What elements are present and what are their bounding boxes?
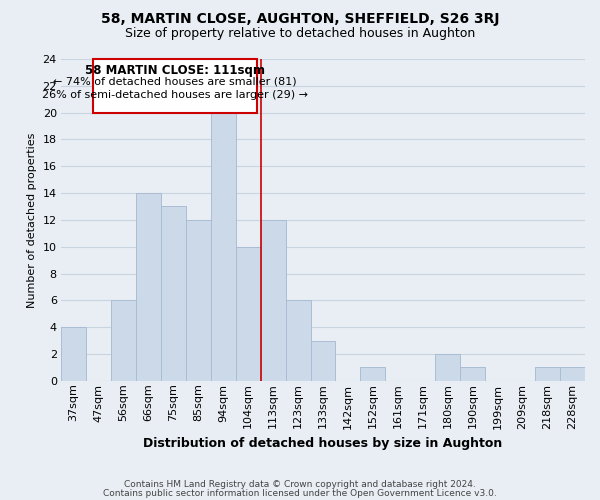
Bar: [94, 59, 257, 112]
Bar: [111, 300, 136, 381]
Bar: [260, 220, 286, 381]
Text: 58, MARTIN CLOSE, AUGHTON, SHEFFIELD, S26 3RJ: 58, MARTIN CLOSE, AUGHTON, SHEFFIELD, S2…: [101, 12, 499, 26]
Text: ← 74% of detached houses are smaller (81): ← 74% of detached houses are smaller (81…: [53, 76, 297, 86]
Bar: [361, 368, 385, 381]
Bar: [236, 246, 260, 381]
Bar: [136, 193, 161, 381]
Bar: [186, 220, 211, 381]
X-axis label: Distribution of detached houses by size in Aughton: Distribution of detached houses by size …: [143, 437, 503, 450]
Text: Size of property relative to detached houses in Aughton: Size of property relative to detached ho…: [125, 28, 475, 40]
Bar: [286, 300, 311, 381]
Text: Contains HM Land Registry data © Crown copyright and database right 2024.: Contains HM Land Registry data © Crown c…: [124, 480, 476, 489]
Bar: [535, 368, 560, 381]
Bar: [435, 354, 460, 381]
Text: 26% of semi-detached houses are larger (29) →: 26% of semi-detached houses are larger (…: [42, 90, 308, 100]
Bar: [460, 368, 485, 381]
Text: Contains public sector information licensed under the Open Government Licence v3: Contains public sector information licen…: [103, 488, 497, 498]
Bar: [61, 327, 86, 381]
Bar: [311, 340, 335, 381]
Y-axis label: Number of detached properties: Number of detached properties: [27, 132, 37, 308]
Bar: [560, 368, 585, 381]
Bar: [211, 112, 236, 381]
Text: 58 MARTIN CLOSE: 111sqm: 58 MARTIN CLOSE: 111sqm: [85, 64, 265, 78]
Bar: [161, 206, 186, 381]
